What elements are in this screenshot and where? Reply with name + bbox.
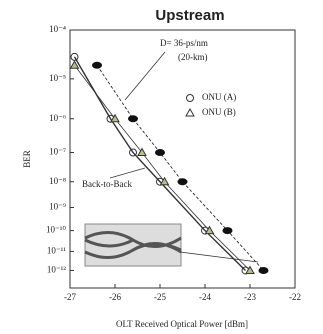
chart-title: Upstream [155,7,224,24]
annotation: Back-to-Back [82,179,132,189]
data-point [223,228,232,234]
data-point [178,179,187,185]
y-tick-label: 10⁻⁸ [49,176,66,186]
y-tick-label: 10⁻⁴ [49,24,66,34]
annotation: D= 36-ps/nm [160,38,208,48]
data-point [259,267,268,273]
legend-label: ONU (A) [202,92,236,102]
y-tick-label: 10⁻⁵ [49,73,66,83]
x-tick-label: -27 [64,292,76,302]
x-tick-label: -22 [289,292,301,302]
data-point [129,116,138,122]
legend-marker [186,109,194,116]
x-tick-label: -24 [199,292,211,302]
x-tick-label: -23 [244,292,256,302]
annotation: (20-km) [178,52,208,62]
data-point [93,62,102,68]
y-axis-label: BER [22,150,32,168]
annotation-pointer [125,52,165,100]
y-tick-label: 10⁻¹⁰ [46,225,66,235]
data-point [156,149,165,155]
x-tick-label: -25 [154,292,166,302]
legend-label: ONU (B) [202,107,236,117]
legend-marker [187,95,194,102]
y-tick-label: 10⁻¹² [47,265,66,275]
x-tick-label: -26 [109,292,121,302]
y-tick-label: 10⁻¹¹ [47,245,66,255]
y-tick-label: 10⁻⁹ [49,202,66,212]
inset-pointer [180,252,258,262]
y-tick-label: 10⁻⁶ [49,113,66,123]
x-axis-label: OLT Received Optical Power [dBm] [116,319,248,329]
eye-inset [85,224,181,266]
y-tick-label: 10⁻⁷ [49,147,66,157]
annotation-pointer [110,168,145,178]
chart: Upstream OLT Received Optical Power [dBm… [0,0,323,334]
